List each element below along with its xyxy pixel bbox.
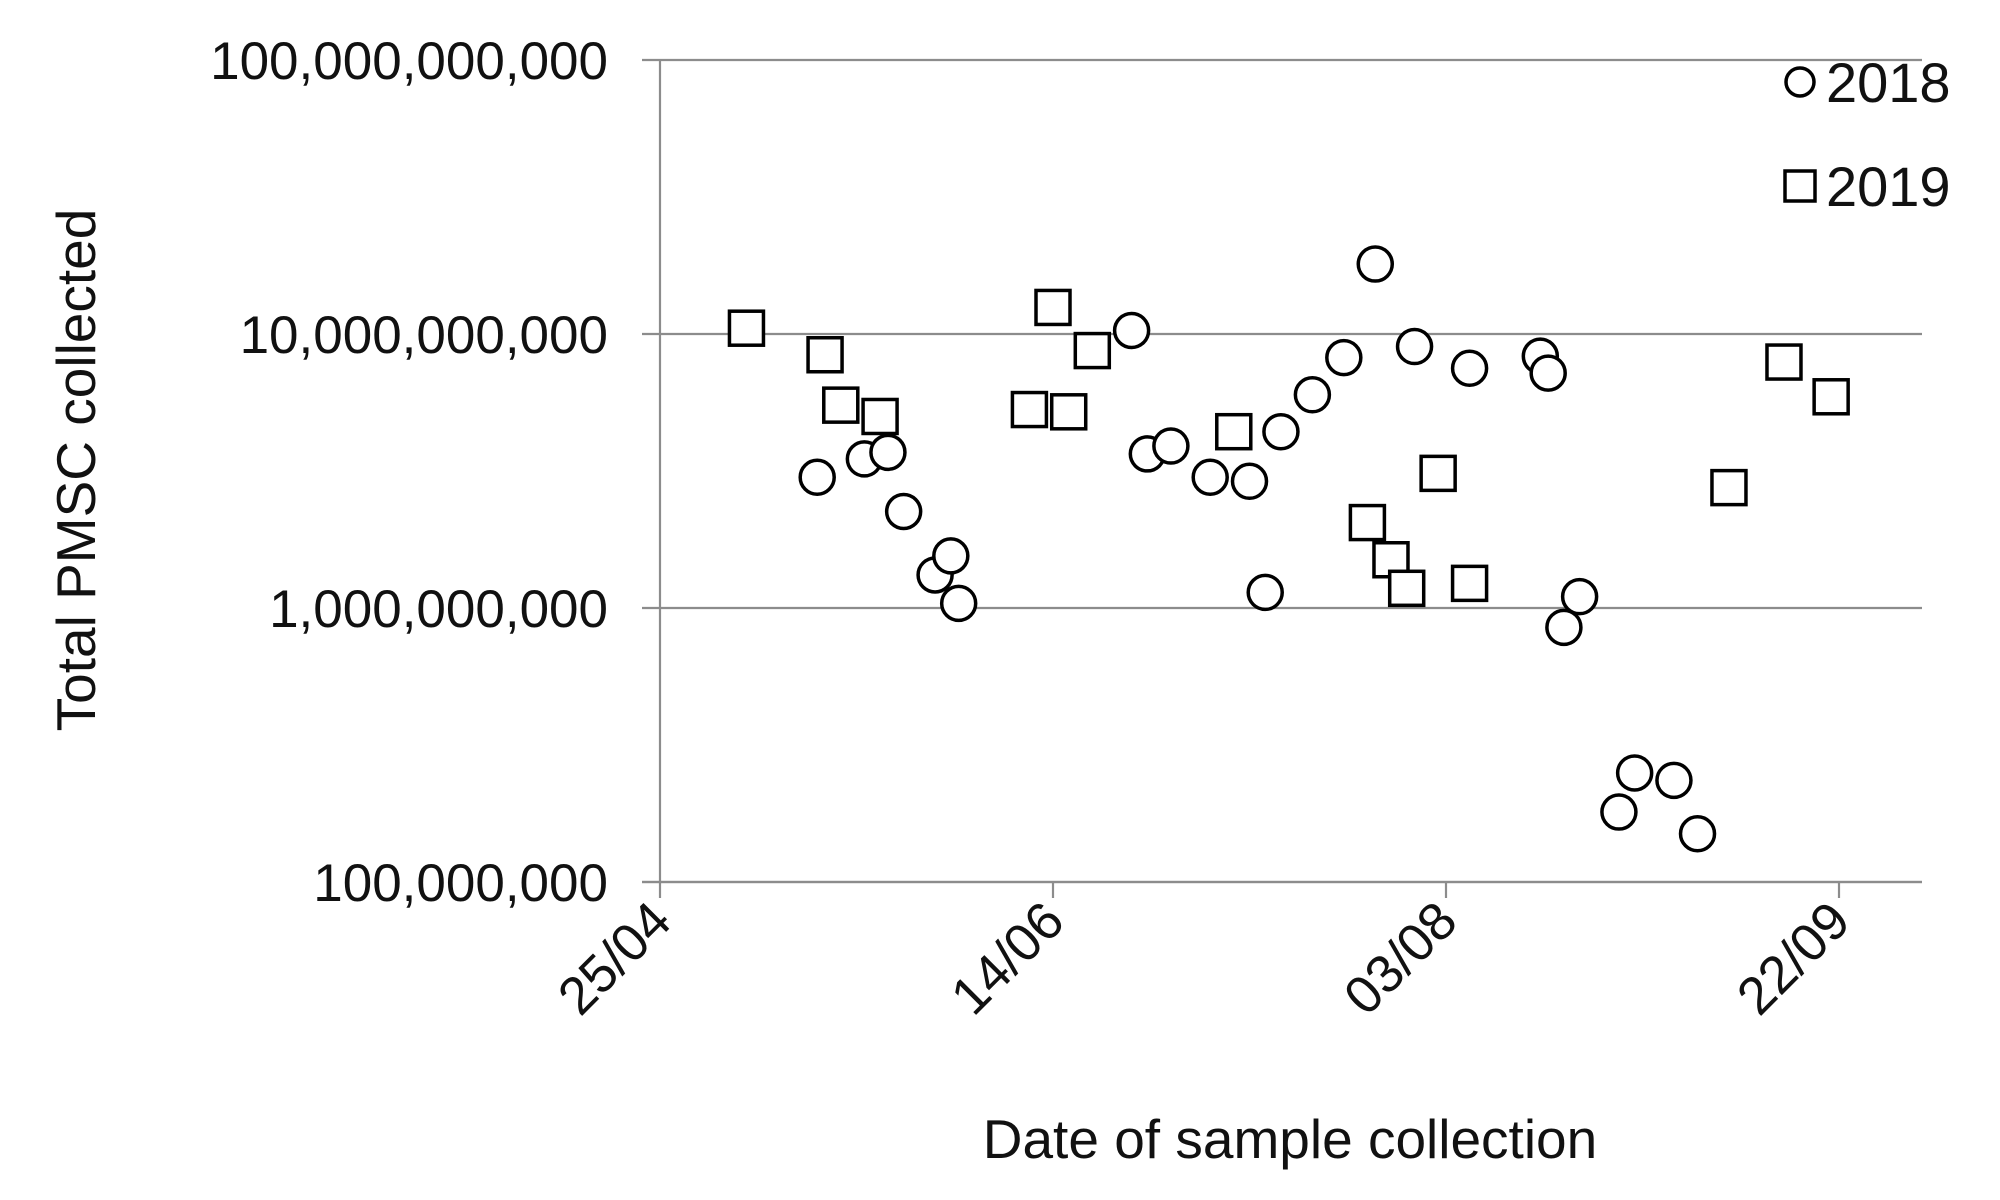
point-2018 (939, 584, 978, 623)
point-2018 (1325, 338, 1363, 377)
point-2019 (1710, 468, 1748, 507)
point-2019 (1010, 390, 1049, 429)
x-tick-labels: 25/04 14/06 03/08 22/09 (547, 891, 1862, 1027)
point-2019 (1765, 343, 1803, 381)
point-2018 (1356, 245, 1395, 283)
point-2018 (1230, 462, 1269, 501)
point-2019 (1387, 569, 1426, 608)
point-2019 (1450, 564, 1489, 603)
point-2018 (884, 492, 923, 531)
point-2018 (1293, 376, 1332, 414)
point-2018 (1152, 427, 1190, 465)
point-2019 (1348, 503, 1387, 542)
point-2019 (1419, 454, 1457, 493)
point-2018 (1678, 815, 1717, 853)
legend-label-2019: 2019 (1826, 155, 1951, 218)
x-tick-label: 14/06 (940, 891, 1076, 1027)
point-2018 (932, 537, 970, 575)
point-2018 (1655, 761, 1693, 800)
point-2018 (869, 433, 907, 472)
legend-label-2018: 2018 (1826, 51, 1951, 114)
axes (642, 60, 1922, 898)
x-tick-label: 22/09 (1726, 891, 1862, 1027)
point-2018 (1450, 349, 1489, 387)
legend-marker-2018 (1784, 66, 1816, 98)
y-tick-labels: 100,000,000 1,000,000,000 10,000,000,000 10… (210, 32, 608, 913)
point-2018 (1600, 793, 1638, 831)
point-2019 (1812, 378, 1850, 416)
y-axis-title: Total PMSC collected (45, 209, 107, 732)
point-2018 (1395, 327, 1434, 366)
point-2018 (1560, 577, 1599, 616)
point-2019 (1049, 393, 1088, 431)
point-2018 (798, 458, 836, 497)
point-2018 (1246, 573, 1284, 612)
point-2018 (1191, 458, 1229, 497)
point-2018 (1112, 311, 1151, 350)
legend: 2018 2019 (1783, 51, 1951, 218)
y-tick-label: 10,000,000,000 (240, 306, 608, 365)
point-2018 (1529, 354, 1567, 392)
point-2019 (806, 335, 844, 374)
point-2019 (1073, 331, 1112, 370)
point-2018 (1615, 754, 1654, 792)
x-axis-title: Date of sample collection (983, 1108, 1597, 1170)
legend-marker-2019 (1783, 169, 1817, 203)
point-2019 (861, 397, 899, 436)
x-tick-label: 03/08 (1333, 891, 1469, 1027)
point-2018 (1262, 412, 1300, 451)
y-tick-label: 100,000,000 (313, 854, 608, 913)
point-2019 (1034, 288, 1072, 327)
point-2018 (1545, 608, 1583, 647)
data-markers (727, 245, 1850, 853)
point-2019 (822, 386, 860, 424)
point-2019 (727, 309, 766, 347)
y-tick-label: 1,000,000,000 (269, 580, 608, 639)
y-tick-label: 100,000,000,000 (210, 32, 608, 91)
point-2019 (1215, 412, 1253, 451)
